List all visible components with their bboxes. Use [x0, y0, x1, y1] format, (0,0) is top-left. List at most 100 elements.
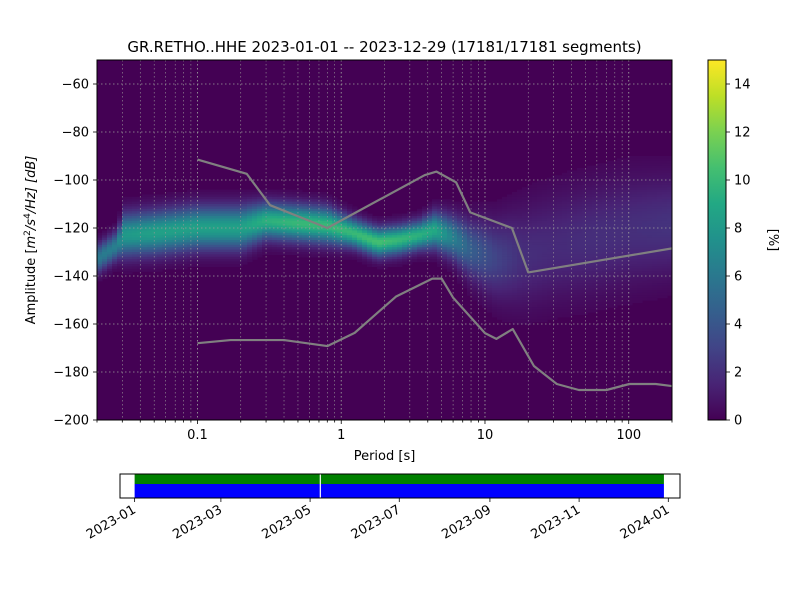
heatmap-cell: [107, 261, 113, 265]
heatmap-cell: [572, 300, 578, 303]
heatmap-cell: [147, 256, 153, 260]
heatmap-cell: [642, 177, 648, 181]
heatmap-cell: [212, 259, 218, 263]
heatmap-cell: [217, 230, 223, 234]
heatmap-cell: [517, 321, 523, 325]
heatmap-cell: [282, 189, 288, 193]
heatmap-cell: [307, 194, 313, 198]
heatmap-cell: [187, 249, 193, 253]
heatmap-cell: [567, 232, 573, 236]
heatmap-cell: [327, 196, 333, 200]
heatmap-cell: [132, 223, 138, 227]
heatmap-cell: [552, 276, 558, 279]
heatmap-cell: [362, 225, 368, 229]
heatmap-cell: [627, 302, 633, 306]
heatmap-cell: [142, 220, 148, 224]
heatmap-cell: [487, 244, 493, 248]
heatmap-cell: [652, 175, 658, 179]
heatmap-cell: [472, 220, 478, 224]
heatmap-cell: [192, 223, 198, 227]
heatmap-cell: [532, 256, 538, 260]
heatmap-cell: [287, 232, 293, 236]
heatmap-cell: [667, 261, 672, 265]
heatmap-cell: [542, 230, 548, 234]
heatmap-cell: [592, 172, 598, 176]
heatmap-cell: [517, 285, 523, 289]
heatmap-cell: [312, 201, 318, 205]
heatmap-cell: [482, 225, 488, 229]
heatmap-cell: [157, 204, 163, 207]
heatmap-cell: [487, 206, 493, 210]
heatmap-cell: [667, 278, 672, 282]
heatmap-cell: [497, 213, 503, 217]
heatmap-cell: [517, 273, 523, 277]
heatmap-cell: [652, 283, 658, 287]
heatmap-cell: [167, 228, 173, 231]
heatmap-cell: [622, 288, 628, 291]
heatmap-cell: [647, 182, 653, 186]
heatmap-cell: [237, 254, 243, 258]
heatmap-cell: [602, 276, 608, 279]
heatmap-cell: [612, 230, 618, 234]
heatmap-cell: [302, 240, 308, 243]
heatmap-cell: [552, 268, 558, 272]
heatmap-cell: [462, 208, 468, 212]
heatmap-cell: [447, 235, 453, 239]
heatmap-cell: [197, 216, 203, 219]
heatmap-cell: [597, 177, 603, 181]
heatmap-cell: [162, 266, 168, 270]
heatmap-cell: [527, 216, 533, 219]
heatmap-cell: [642, 292, 648, 296]
heatmap-cell: [312, 252, 318, 255]
heatmap-cell: [517, 309, 523, 313]
heatmap-cell: [472, 216, 478, 219]
heatmap-cell: [492, 271, 498, 275]
heatmap-cell: [597, 175, 603, 179]
heatmap-cell: [617, 192, 623, 195]
heatmap-cell: [387, 220, 393, 224]
heatmap-cell: [617, 177, 623, 181]
heatmap-cell: [232, 235, 238, 239]
heatmap-cell: [422, 235, 428, 239]
heatmap-cell: [132, 268, 138, 272]
heatmap-cell: [642, 261, 648, 265]
heatmap-cell: [632, 180, 638, 183]
heatmap-cell: [377, 225, 383, 229]
heatmap-cell: [512, 199, 518, 203]
heatmap-cell: [362, 216, 368, 219]
heatmap-cell: [402, 261, 408, 265]
heatmap-cell: [652, 285, 658, 289]
heatmap-cell: [172, 196, 178, 200]
heatmap-cell: [622, 163, 628, 167]
heatmap-cell: [657, 216, 663, 219]
heatmap-cell: [262, 232, 268, 236]
heatmap-cell: [517, 316, 523, 320]
heatmap-cell: [167, 242, 173, 246]
heatmap-cell: [577, 237, 583, 241]
heatmap-cell: [462, 220, 468, 224]
heatmap-cell: [412, 225, 418, 229]
heatmap-cell: [507, 319, 513, 323]
heatmap-cell: [167, 259, 173, 263]
heatmap-cell: [552, 290, 558, 294]
heatmap-cell: [592, 300, 598, 303]
heatmap-cell: [107, 254, 113, 258]
heatmap-cell: [657, 292, 663, 296]
heatmap-cell: [492, 288, 498, 291]
heatmap-cell: [612, 254, 618, 258]
heatmap-cell: [482, 208, 488, 212]
heatmap-cell: [572, 232, 578, 236]
heatmap-cell: [532, 297, 538, 301]
heatmap-cell: [662, 158, 668, 162]
heatmap-cell: [407, 213, 413, 217]
heatmap-cell: [312, 218, 318, 222]
heatmap-cell: [362, 228, 368, 231]
heatmap-cell: [492, 254, 498, 258]
heatmap-cell: [567, 194, 573, 198]
heatmap-cell: [577, 199, 583, 203]
heatmap-cell: [207, 196, 213, 200]
heatmap-cell: [222, 235, 228, 239]
heatmap-cell: [637, 213, 643, 217]
heatmap-cell: [607, 163, 613, 167]
heatmap-cell: [542, 256, 548, 260]
